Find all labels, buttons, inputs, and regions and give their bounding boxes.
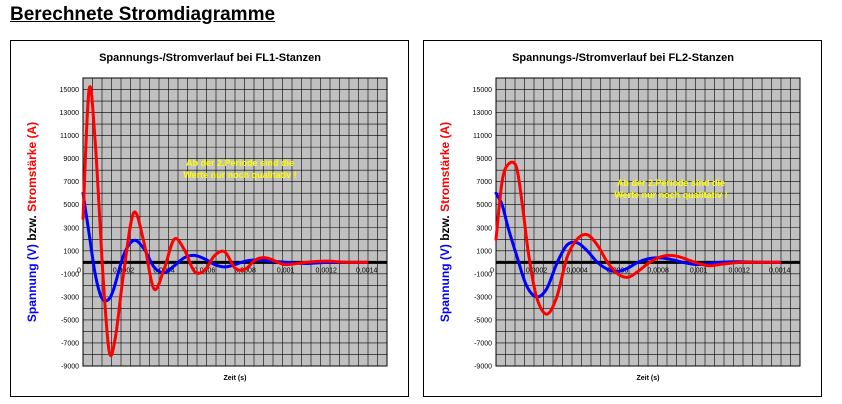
current-series-line [494,160,782,316]
y-axis-label-voltage: Spannung (V) [25,241,39,322]
note-line: Werte nur noch qualitativ ! [183,170,296,180]
y-tick-label: 9000 [63,156,79,163]
y-tick-label: 7000 [476,179,492,186]
y-tick-label: -9000 [474,364,492,371]
x-tick-label: 0,001 [690,267,708,274]
y-tick-label: -5000 [61,317,79,324]
plot-border [495,77,801,367]
y-tick-label: -1000 [61,271,79,278]
y-axis-label-current: Stromstärke (A) [25,122,39,212]
y-tick-label: 1000 [476,248,492,255]
y-tick-label: 7000 [63,179,79,186]
y-axis-label-voltage: Spannung (V) [438,241,452,322]
plot-border [82,77,388,367]
y-tick-label: -7000 [61,340,79,347]
y-tick-label: 13000 [473,110,493,117]
y-tick-label: -3000 [61,294,79,301]
page-title: Berechnete Stromdiagramme [10,4,276,25]
y-axis-label: Spannung (V) bzw. Stromstärke (A) [25,122,39,322]
x-tick-label: 0,0004 [566,267,588,274]
x-axis-label: Zeit (s) [224,375,247,382]
y-tick-label: -5000 [474,317,492,324]
y-tick-label: 11000 [473,133,492,140]
y-tick-label: 15000 [60,87,80,94]
chart-fl2: Spannungs-/Stromverlauf bei FL2-Stanzen 1… [423,40,822,397]
x-tick-label: 0,0014 [356,267,378,274]
y-tick-label: 3000 [63,225,79,232]
x-tick-label: 0,0012 [728,267,750,274]
y-tick-label: 5000 [63,202,79,209]
x-tick-label: 0,0008 [647,267,669,274]
x-tick-label: 0,0014 [769,267,791,274]
note-line: Werte nur noch qualitativ ! [614,190,727,200]
y-tick-label: -7000 [474,340,492,347]
y-tick-label: -1000 [474,271,492,278]
x-tick-label: 0,0012 [315,267,337,274]
x-tick-label: 0,0008 [234,267,256,274]
y-tick-label: 5000 [476,202,492,209]
y-tick-label: 3000 [476,225,492,232]
chart-title: Spannungs-/Stromverlauf bei FL1-Stanzen [99,52,321,64]
y-axis-label-join: bzw. [438,212,452,241]
y-tick-label: 13000 [60,110,80,117]
x-tick-label: 0,001 [277,267,295,274]
y-tick-label: 11000 [60,133,79,140]
x-axis-label: Zeit (s) [637,375,660,382]
chart-title: Spannungs-/Stromverlauf bei FL2-Stanzen [512,52,734,64]
y-axis-label: Spannung (V) bzw. Stromstärke (A) [438,122,452,322]
y-tick-label: -3000 [474,294,492,301]
voltage-series-line [81,191,369,303]
y-tick-label: 1000 [63,248,79,255]
chart-fl1: Spannungs-/Stromverlauf bei FL1-Stanzen 1… [10,40,409,397]
x-tick-label: 0 [490,267,494,274]
y-tick-label: -9000 [61,364,79,371]
note-line: Ab der 2.Periode sind die [617,178,725,188]
note-line: Ab der 2.Periode sind die [186,158,294,168]
x-tick-label: 0,0002 [526,267,548,274]
y-axis-label-current: Stromstärke (A) [438,122,452,212]
current-series-line [81,85,369,358]
x-tick-label: 0 [77,267,81,274]
y-tick-label: 9000 [476,156,492,163]
y-tick-label: 15000 [473,87,493,94]
y-axis-label-join: bzw. [25,212,39,241]
